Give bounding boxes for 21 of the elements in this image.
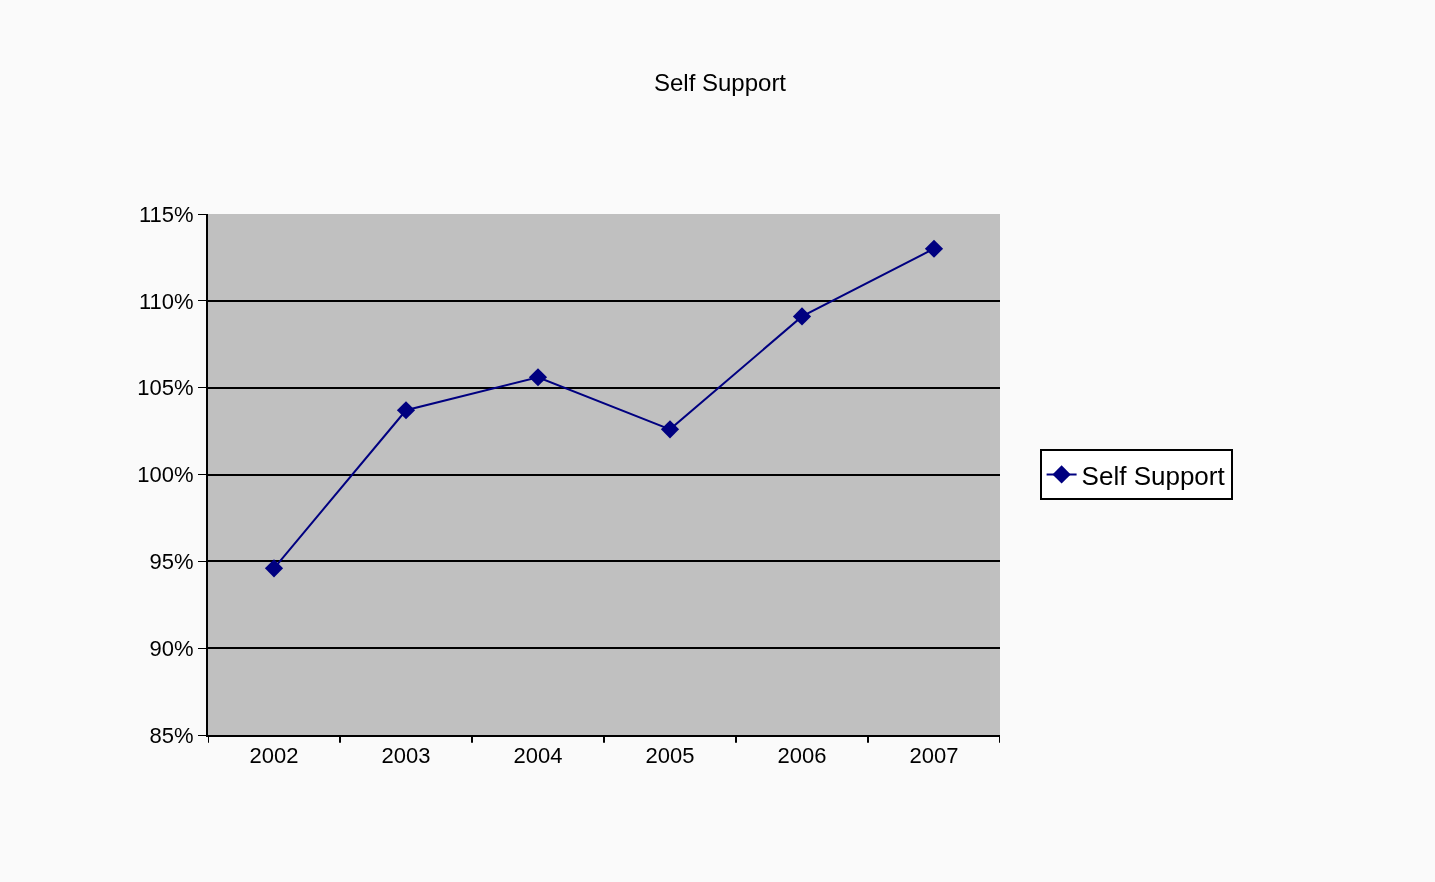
x-tick-label: 2004	[513, 743, 563, 769]
point	[396, 401, 416, 420]
point	[528, 368, 548, 387]
y-tick-label: 115%	[138, 201, 194, 227]
y-tick-label: 95%	[149, 549, 194, 575]
y-tick-label: 100%	[137, 462, 194, 488]
x-tick-label: 2002	[249, 743, 299, 769]
y-tick-label: 110%	[138, 288, 194, 314]
point	[264, 559, 284, 578]
x-tick-label: 2006	[777, 743, 827, 769]
point	[924, 239, 944, 258]
x-tick-label: 2005	[645, 743, 695, 769]
chart-title: Self Support	[653, 69, 787, 97]
y-tick-label: 90%	[149, 635, 194, 661]
y-tick-label: 85%	[149, 722, 194, 748]
x-tick-label: 2003	[381, 743, 431, 769]
legend-label: Self Support	[1081, 460, 1226, 491]
x-tick-label: 2007	[909, 743, 959, 769]
y-tick-label: 105%	[137, 375, 194, 401]
point	[660, 420, 680, 439]
point	[792, 307, 812, 326]
